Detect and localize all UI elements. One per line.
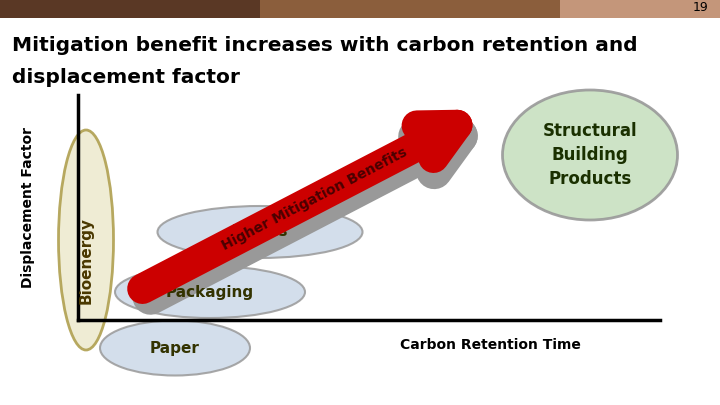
Bar — [260, 0, 560, 18]
Text: Paper: Paper — [150, 341, 200, 356]
Text: Displacement Factor: Displacement Factor — [21, 127, 35, 288]
Text: Bioenergy: Bioenergy — [78, 217, 94, 303]
Ellipse shape — [503, 90, 678, 220]
Bar — [0, 0, 260, 18]
Ellipse shape — [115, 266, 305, 318]
Text: Carbon Retention Time: Carbon Retention Time — [400, 338, 580, 352]
Bar — [560, 0, 720, 18]
Ellipse shape — [158, 206, 362, 258]
Ellipse shape — [58, 130, 114, 350]
Text: Panels: Panels — [232, 224, 288, 239]
Text: Higher Mitigation Benefits: Higher Mitigation Benefits — [220, 145, 410, 253]
Ellipse shape — [100, 320, 250, 375]
Text: Packaging: Packaging — [166, 284, 254, 300]
Text: Mitigation benefit increases with carbon retention and: Mitigation benefit increases with carbon… — [12, 36, 638, 55]
Text: displacement factor: displacement factor — [12, 68, 240, 87]
Text: Structural
Building
Products: Structural Building Products — [543, 122, 637, 188]
Text: 19: 19 — [692, 1, 708, 14]
